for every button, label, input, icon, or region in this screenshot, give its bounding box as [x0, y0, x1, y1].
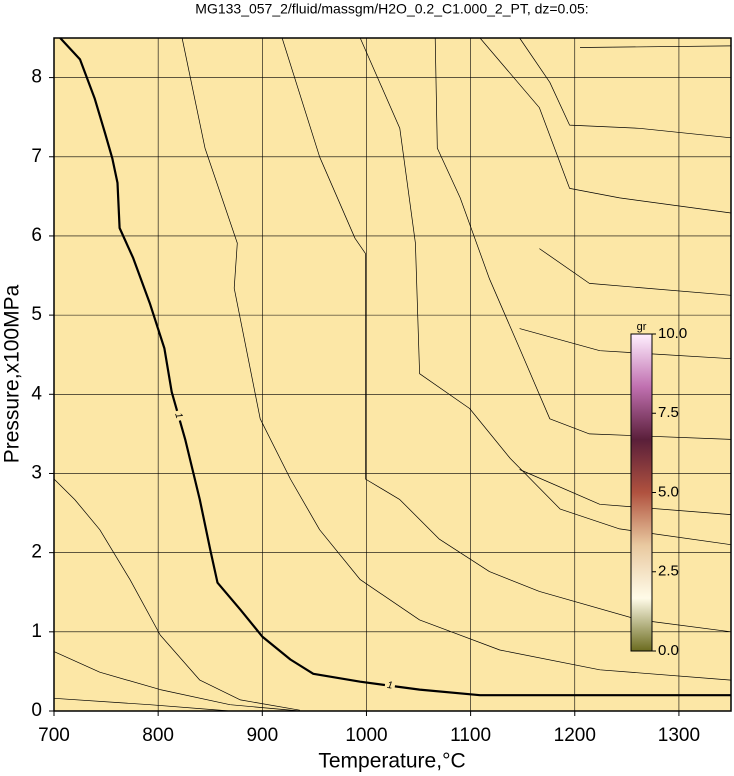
contour-label-gap	[384, 679, 396, 693]
x-tick-label: 1000	[345, 725, 387, 746]
y-tick-label: 0	[31, 700, 42, 721]
y-tick-label: 3	[31, 462, 42, 483]
x-tick-label: 1300	[658, 725, 700, 746]
x-tick-label: 700	[38, 725, 70, 746]
contour-line	[519, 328, 732, 360]
y-tick-label: 4	[31, 383, 42, 404]
chart-title: MG133_057_2/fluid/massgm/H2O_0.2_C1.000_…	[195, 1, 588, 17]
colorbar-tick-label: 2.5	[658, 563, 679, 580]
y-axis-label: Pressure,x100MPa	[1, 284, 24, 463]
contour-line	[434, 37, 732, 440]
x-axis-label: Temperature,°C	[318, 750, 465, 773]
colorbar-tick-label: 7.5	[658, 404, 679, 421]
contour-line	[579, 45, 732, 48]
contour-line	[519, 37, 732, 139]
contour-line	[519, 469, 732, 515]
y-tick-label: 7	[31, 146, 42, 167]
y-tick-label: 2	[31, 542, 42, 563]
plot-background	[54, 38, 731, 711]
contour-line	[59, 37, 731, 697]
y-tick-label: 5	[31, 304, 42, 325]
y-tick-label: 6	[31, 225, 42, 246]
x-tick-label: 900	[246, 725, 278, 746]
x-tick-label: 800	[142, 725, 174, 746]
contour-line	[281, 37, 732, 633]
plot-frame	[53, 37, 732, 712]
colorbar-tick-label: 0.0	[658, 642, 679, 659]
contour-line	[181, 37, 732, 681]
contour-line	[53, 478, 300, 711]
contour-label: 1	[172, 412, 184, 420]
y-tick-label: 1	[31, 621, 42, 642]
y-tick-label: 8	[31, 67, 42, 88]
contour-label: 1	[386, 680, 393, 692]
x-tick-label: 1200	[554, 725, 596, 746]
contour-line	[479, 37, 732, 214]
colorbar-tick-label: 10.0	[658, 325, 687, 342]
x-tick-label: 1100	[450, 725, 491, 746]
contour-line	[539, 248, 732, 296]
contour-line	[53, 651, 300, 712]
colorbar-label: gr	[637, 321, 647, 333]
colorbar-tick-label: 5.0	[658, 483, 679, 500]
colorbar	[630, 333, 653, 652]
contour-label-gap	[171, 409, 186, 423]
contour-line	[359, 37, 732, 546]
contour-line	[53, 697, 231, 712]
